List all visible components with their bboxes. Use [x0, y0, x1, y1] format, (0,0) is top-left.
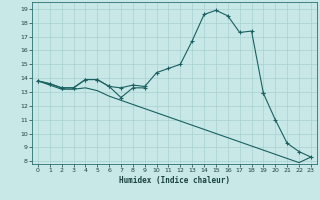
- X-axis label: Humidex (Indice chaleur): Humidex (Indice chaleur): [119, 176, 230, 185]
